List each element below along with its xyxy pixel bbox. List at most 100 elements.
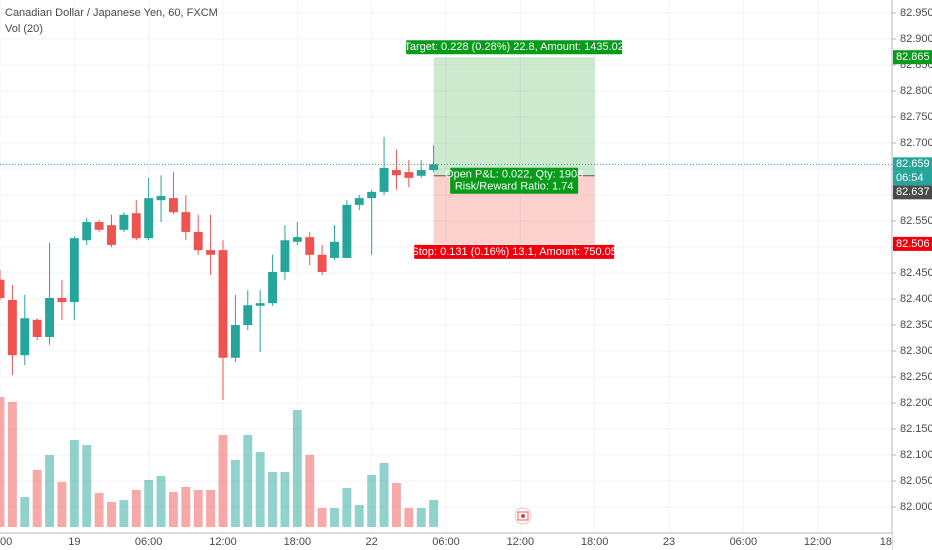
- candle-body: [230, 325, 240, 358]
- volume-bar: [330, 508, 339, 527]
- volume-bar: [391, 483, 401, 527]
- volume-bar: [119, 500, 129, 527]
- volume-bar: [305, 455, 315, 527]
- volume-bar: [57, 482, 67, 527]
- x-tick-label: 00: [0, 536, 12, 548]
- x-tick-label: 22: [366, 536, 378, 548]
- volume-bar: [280, 472, 290, 527]
- target-price-label: 82.865: [896, 51, 930, 63]
- x-tick-label: 06:00: [135, 536, 163, 548]
- candle-body: [7, 300, 17, 356]
- candle-body: [144, 198, 154, 239]
- y-tick-label: 82.550: [900, 215, 932, 227]
- x-tick-label: 18: [880, 536, 892, 548]
- y-tick-label: 82.100: [900, 449, 932, 461]
- candle-body: [317, 254, 327, 272]
- candle-body: [354, 198, 364, 205]
- volume-bar: [367, 475, 377, 527]
- y-tick-label: 82.450: [900, 267, 932, 279]
- y-tick-label: 82.000: [900, 501, 932, 513]
- candle-body: [156, 196, 166, 201]
- candle-body: [379, 167, 389, 192]
- candle-body: [416, 170, 426, 176]
- last-price-label: 82.659: [896, 158, 930, 170]
- candle-body: [218, 250, 228, 358]
- candle-body: [255, 303, 265, 306]
- volume-bar: [354, 505, 364, 527]
- volume-bar: [144, 480, 154, 527]
- x-tick-label: 23: [663, 536, 675, 548]
- x-tick-label: 06:00: [432, 536, 460, 548]
- pnl-box: [450, 167, 579, 194]
- entry-price-label-box: [893, 185, 932, 200]
- target-price-label-box: [893, 50, 932, 65]
- candle-body: [280, 240, 290, 272]
- entry-price-label: 82.637: [896, 186, 930, 198]
- candle-body: [367, 191, 377, 199]
- y-tick-label: 82.800: [900, 85, 932, 97]
- y-tick-label: 82.350: [900, 319, 932, 331]
- volume-bar: [416, 508, 426, 527]
- rr-label: Risk/Reward Ratio: 1.74: [455, 181, 574, 193]
- volume-bar: [82, 445, 92, 527]
- stop-price-label-box: [893, 236, 932, 251]
- candle-body: [0, 279, 5, 298]
- x-tick-label: 12:00: [804, 536, 832, 548]
- stop-label-box: [414, 244, 615, 259]
- indicator-label: Vol (20): [5, 23, 43, 35]
- volume-bar: [94, 493, 104, 527]
- volume-bar: [168, 492, 178, 527]
- y-tick-label: 82.700: [900, 137, 932, 149]
- volume-bar: [292, 410, 302, 527]
- y-tick-label: 82.400: [900, 293, 932, 305]
- volume-bar: [156, 476, 166, 527]
- volume-bar: [218, 435, 228, 527]
- candle-body: [243, 305, 253, 325]
- volume-bar: [379, 463, 389, 527]
- stop-price-label: 82.506: [896, 238, 930, 250]
- pnl-label: Open P&L: 0.022, Qty: 1908: [445, 169, 583, 181]
- candle-body: [342, 204, 352, 258]
- canada-flag-icon: [514, 507, 532, 525]
- y-tick-label: 82.750: [900, 111, 932, 123]
- candle-body: [94, 222, 104, 230]
- volume-bar: [107, 502, 116, 527]
- candle-body: [193, 231, 203, 251]
- candle-body: [305, 237, 315, 255]
- y-tick-label: 82.150: [900, 423, 932, 435]
- volume-bar: [7, 402, 17, 527]
- candle-body: [20, 318, 30, 356]
- candle-body: [131, 213, 141, 239]
- volume-bar: [0, 397, 5, 527]
- volume-bar: [404, 508, 414, 527]
- x-tick-label: 18:00: [581, 536, 609, 548]
- y-tick-label: 82.900: [900, 33, 932, 45]
- candle-body: [268, 271, 278, 304]
- candle-body: [330, 241, 339, 258]
- y-tick-label: 82.950: [900, 7, 932, 19]
- candle-body: [107, 225, 116, 245]
- volume-bar: [268, 472, 278, 527]
- candle-body: [119, 214, 129, 230]
- last-price-label-box: [893, 157, 932, 172]
- volume-bar: [32, 470, 42, 527]
- candle-body: [57, 297, 67, 303]
- volume-bar: [45, 455, 55, 527]
- candle-body: [404, 172, 414, 178]
- countdown-label: 06:54: [896, 172, 924, 184]
- candle-body: [292, 237, 302, 242]
- candle-body: [391, 170, 401, 176]
- candle-body: [206, 250, 216, 255]
- candle-body: [429, 164, 439, 171]
- volume-bar: [131, 490, 141, 527]
- x-tick-label: 06:00: [730, 536, 758, 548]
- candle-body: [69, 238, 79, 303]
- chart-title: Canadian Dollar / Japanese Yen, 60, FXCM: [5, 7, 218, 19]
- candle-body: [168, 198, 178, 213]
- volume-bar: [342, 488, 352, 527]
- candle-body: [82, 222, 92, 241]
- volume-bar: [69, 440, 79, 527]
- volume-bar: [193, 490, 203, 527]
- y-tick-label: 82.300: [900, 345, 932, 357]
